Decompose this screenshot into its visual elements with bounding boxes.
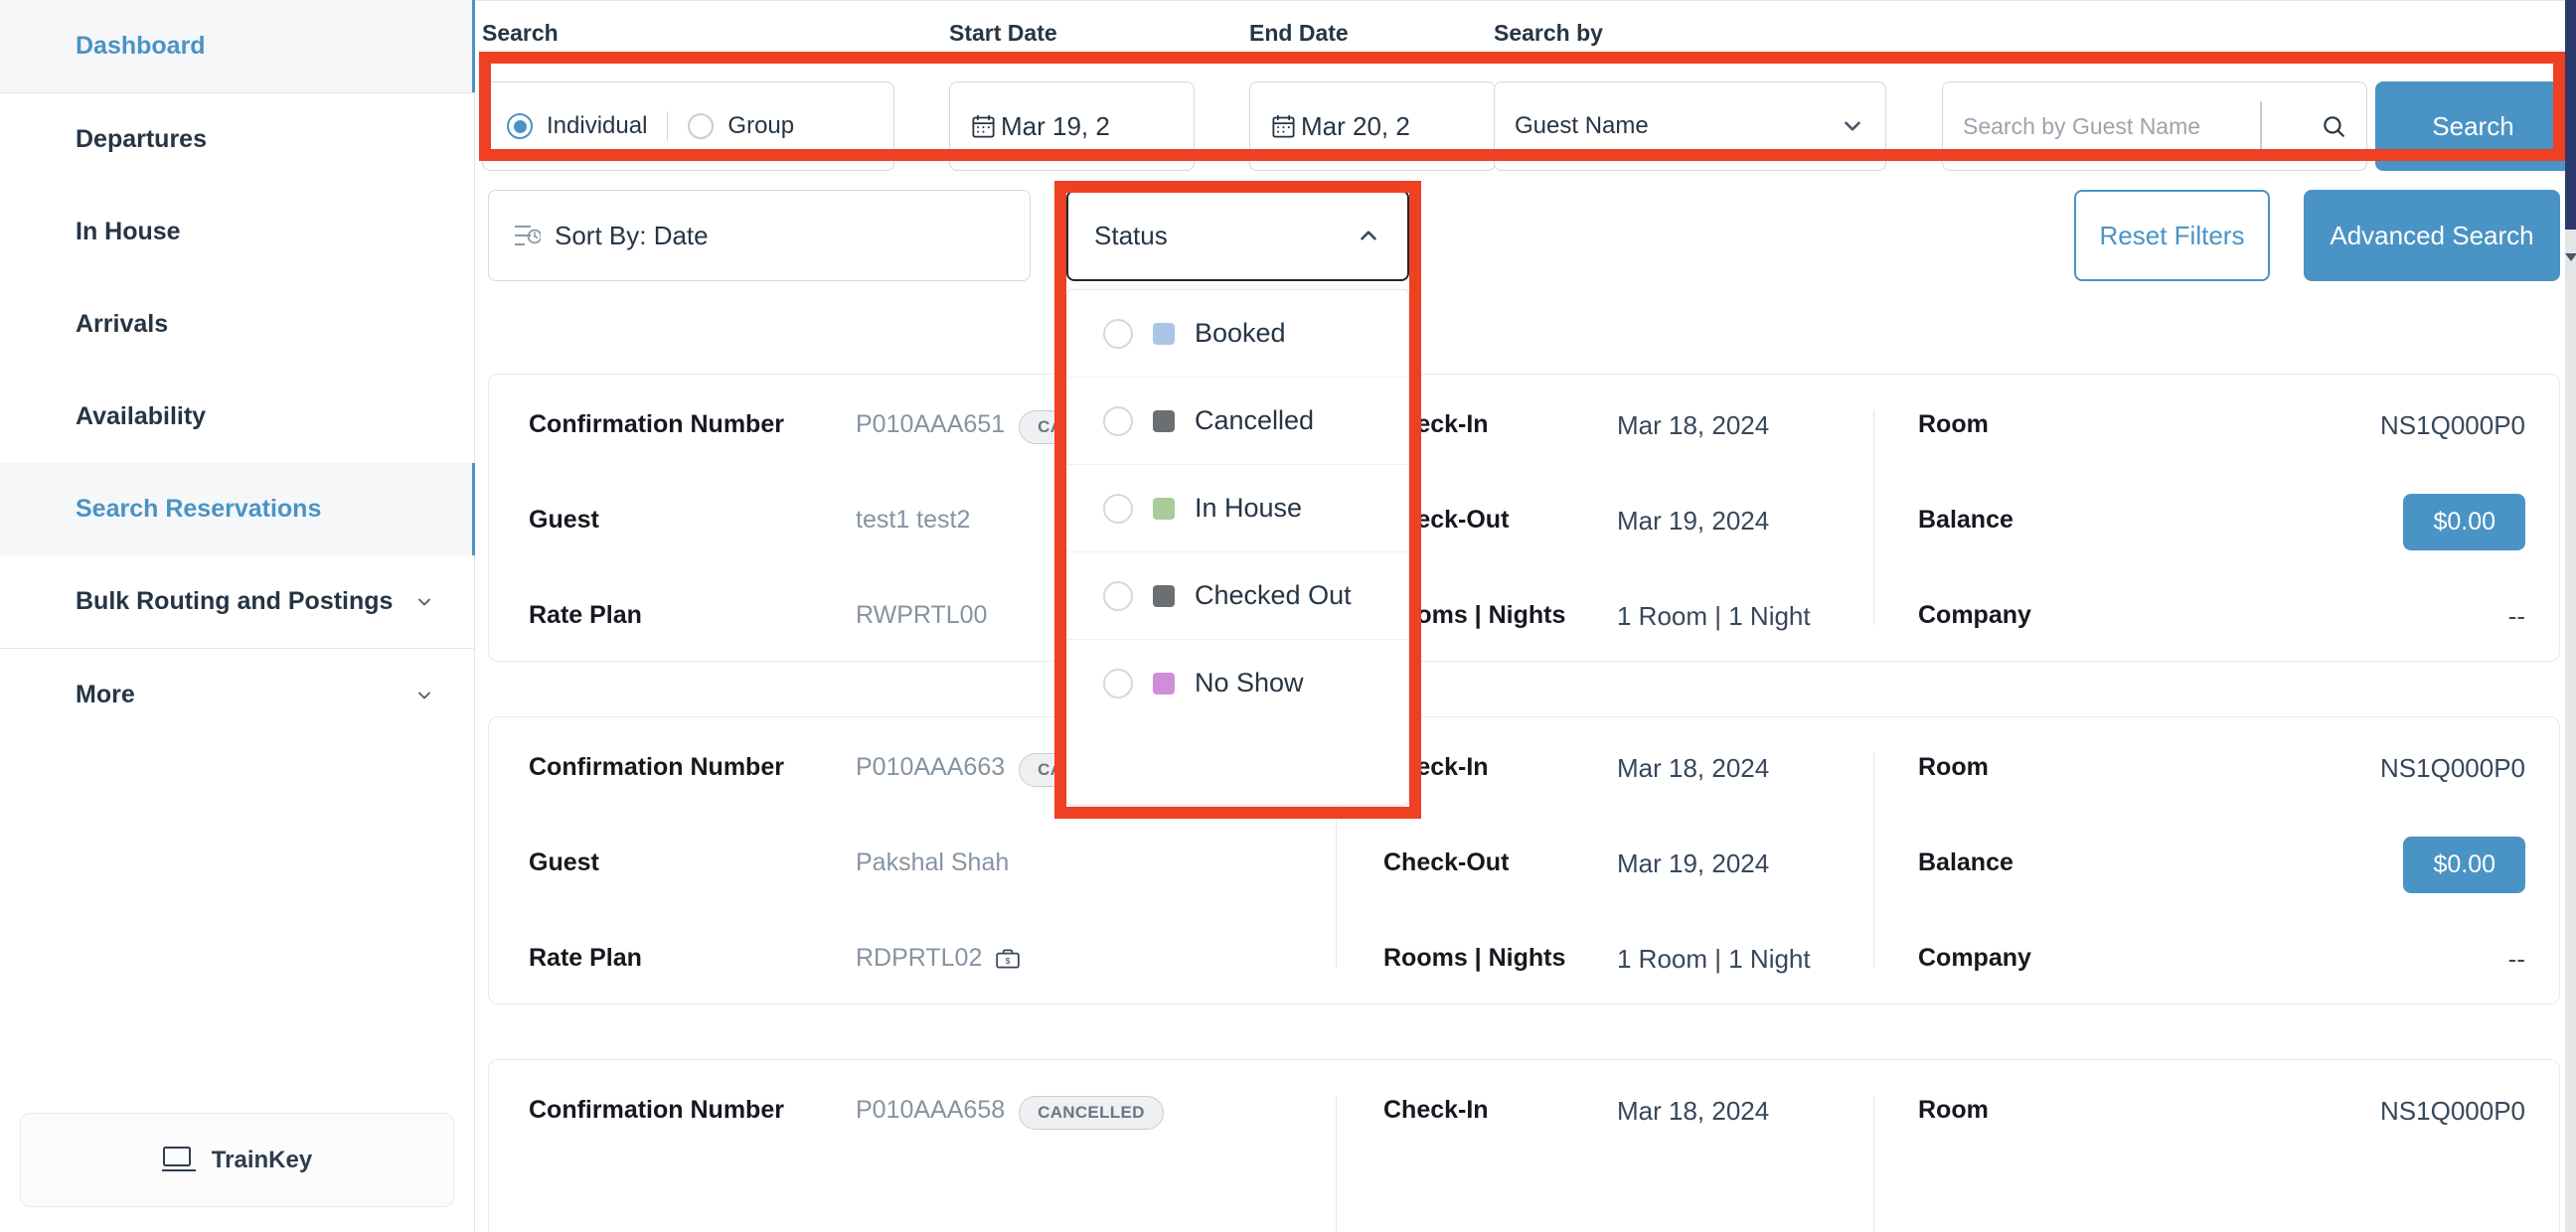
svg-text:$: $ (1006, 956, 1011, 966)
